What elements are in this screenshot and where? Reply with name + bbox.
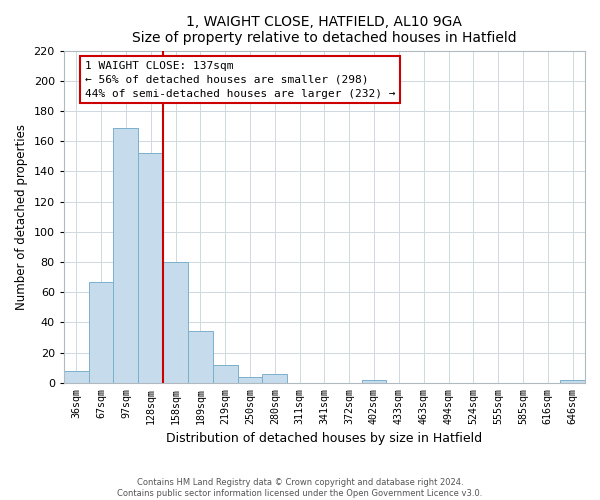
Bar — [238, 377, 262, 383]
Bar — [213, 364, 238, 383]
Bar — [113, 128, 138, 383]
Bar — [64, 370, 89, 383]
Bar — [362, 380, 386, 383]
Text: 1 WAIGHT CLOSE: 137sqm
← 56% of detached houses are smaller (298)
44% of semi-de: 1 WAIGHT CLOSE: 137sqm ← 56% of detached… — [85, 60, 395, 98]
Title: 1, WAIGHT CLOSE, HATFIELD, AL10 9GA
Size of property relative to detached houses: 1, WAIGHT CLOSE, HATFIELD, AL10 9GA Size… — [132, 15, 517, 45]
Text: Contains HM Land Registry data © Crown copyright and database right 2024.
Contai: Contains HM Land Registry data © Crown c… — [118, 478, 482, 498]
Bar — [89, 282, 113, 383]
Bar — [262, 374, 287, 383]
Y-axis label: Number of detached properties: Number of detached properties — [15, 124, 28, 310]
Bar — [138, 153, 163, 383]
Bar — [560, 380, 585, 383]
X-axis label: Distribution of detached houses by size in Hatfield: Distribution of detached houses by size … — [166, 432, 482, 445]
Bar — [163, 262, 188, 383]
Bar — [188, 332, 213, 383]
